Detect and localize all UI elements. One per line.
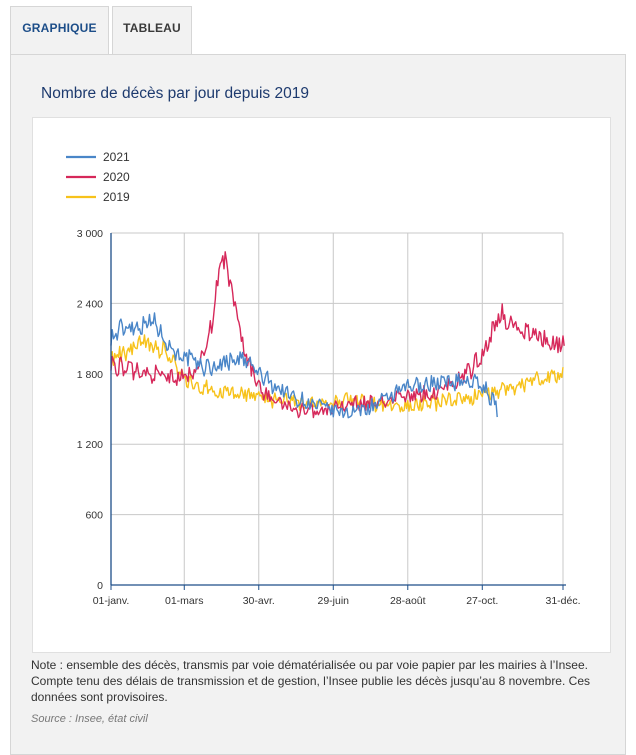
series-line-2019 (110, 334, 564, 413)
x-tick-label: 28-août (390, 595, 426, 607)
legend-label-2020[interactable]: 2020 (103, 170, 130, 184)
chart-container: 0 600 1 200 1 800 2 400 3 000 01-janv. 01-mars 3… (32, 117, 611, 653)
legend-label-2021[interactable]: 2021 (103, 150, 130, 164)
x-tick-label: 27-oct. (466, 595, 498, 607)
y-tick-label: 1 200 (77, 439, 103, 451)
series-line-2021 (110, 312, 498, 419)
x-tick-label: 29-juin (318, 595, 350, 607)
tab-graphique[interactable]: GRAPHIQUE (10, 6, 109, 55)
line-chart: 0 600 1 200 1 800 2 400 3 000 01-janv. 01-mars 3… (66, 150, 581, 607)
x-tick-label: 30-avr. (243, 595, 275, 607)
x-tick-label: 01-janv. (93, 595, 130, 607)
chart-title: Nombre de décès par jour depuis 2019 (41, 85, 309, 102)
x-tick-label: 01-mars (165, 595, 204, 607)
x-tick-label: 31-déc. (545, 595, 580, 607)
legend-label-2019[interactable]: 2019 (103, 190, 130, 204)
tab-tableau[interactable]: TABLEAU (112, 6, 192, 54)
y-tick-label: 600 (85, 510, 103, 522)
y-tick-label: 3 000 (77, 228, 103, 240)
tab-bar: GRAPHIQUE TABLEAU (0, 0, 636, 55)
series-line-2020 (110, 251, 565, 419)
chart-note: Note : ensemble des décès, transmis par … (31, 658, 590, 704)
y-tick-label: 2 400 (77, 298, 103, 310)
chart-source: Source : Insee, état civil (31, 713, 148, 725)
chart-panel: Nombre de décès par jour depuis 2019 0 60… (10, 54, 626, 755)
y-tick-label: 1 800 (77, 369, 103, 381)
y-tick-label: 0 (97, 580, 103, 592)
